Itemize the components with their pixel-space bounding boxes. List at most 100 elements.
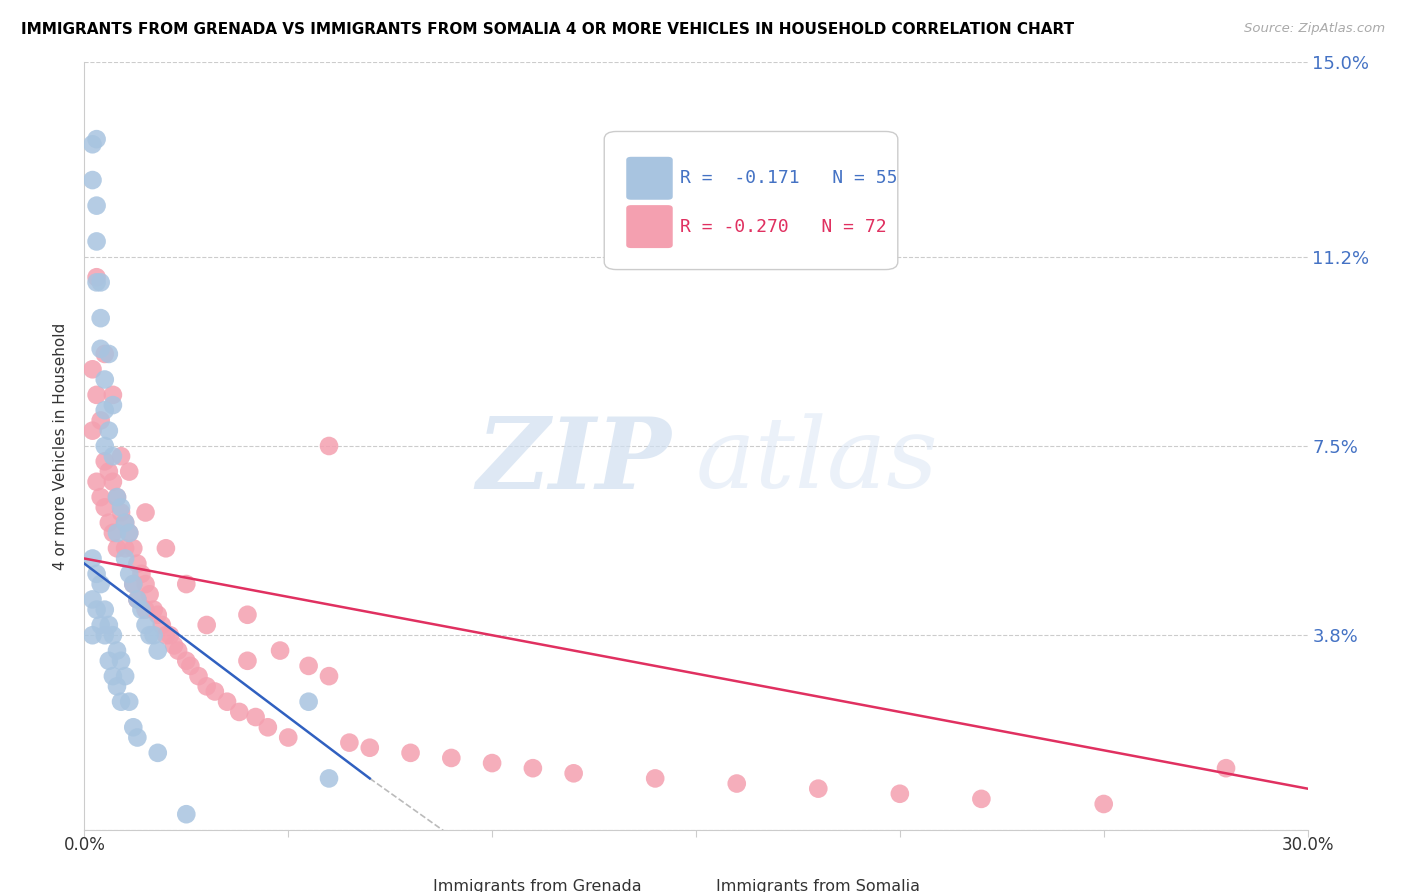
Point [97,424,120,438]
Point [522,761,544,775]
Point [195,618,218,632]
Point [725,776,748,790]
Point [644,772,666,786]
Point [101,398,124,412]
Text: 0.0%: 0.0% [63,836,105,854]
Text: R = -0.270   N = 72: R = -0.270 N = 72 [681,218,887,235]
Point [90,490,112,504]
Point [93,372,115,386]
Point [179,659,201,673]
Point [97,654,120,668]
Point [105,525,128,540]
Point [298,695,321,709]
Point [1092,797,1115,811]
Point [118,695,141,709]
Point [339,736,361,750]
Point [122,577,145,591]
Point [195,679,218,693]
Point [440,751,463,765]
Point [135,577,157,591]
Point [970,792,993,806]
Point [481,756,503,770]
Point [114,516,136,530]
Point [97,516,120,530]
Point [110,449,132,463]
Point [1215,761,1237,775]
Point [101,525,124,540]
Point [105,541,128,556]
Point [399,746,422,760]
Text: atlas: atlas [696,414,939,509]
Point [114,541,136,556]
FancyBboxPatch shape [440,860,486,892]
Point [142,602,165,616]
Point [127,731,149,745]
Point [86,602,108,616]
Point [114,669,136,683]
Point [118,566,141,581]
Point [82,362,104,376]
Point [101,669,124,683]
Point [269,643,291,657]
FancyBboxPatch shape [605,131,898,269]
Text: R =  -0.171   N = 55: R = -0.171 N = 55 [681,169,897,187]
Point [101,449,124,463]
Point [90,342,112,356]
Text: Immigrants from Grenada: Immigrants from Grenada [433,880,641,892]
Point [174,654,197,668]
Point [159,628,181,642]
Point [90,618,112,632]
Point [110,506,132,520]
Point [82,173,104,187]
Point [127,592,149,607]
Point [163,639,186,653]
Point [90,311,112,326]
Point [318,772,340,786]
Point [86,270,108,285]
Text: ZIP: ZIP [477,413,672,509]
Point [146,746,169,760]
Point [155,628,177,642]
Point [105,643,128,657]
Point [146,607,169,622]
Point [86,475,108,489]
Point [114,516,136,530]
Point [236,654,259,668]
FancyBboxPatch shape [721,860,768,892]
Point [277,731,299,745]
Point [82,628,104,642]
Point [135,602,157,616]
Point [82,137,104,152]
Point [167,643,190,657]
Point [236,607,259,622]
Point [228,705,250,719]
Point [118,465,141,479]
Point [118,525,141,540]
Point [82,592,104,607]
Text: IMMIGRANTS FROM GRENADA VS IMMIGRANTS FROM SOMALIA 4 OR MORE VEHICLES IN HOUSEHO: IMMIGRANTS FROM GRENADA VS IMMIGRANTS FR… [21,22,1074,37]
Text: Source: ZipAtlas.com: Source: ZipAtlas.com [1244,22,1385,36]
Text: 30.0%: 30.0% [1281,836,1334,854]
Point [114,551,136,566]
Point [146,643,169,657]
Point [82,551,104,566]
Point [318,669,340,683]
Point [93,602,115,616]
Point [86,388,108,402]
Point [142,628,165,642]
Point [135,618,157,632]
Point [889,787,911,801]
Point [93,454,115,468]
Point [204,684,226,698]
Point [257,720,280,734]
Point [93,403,115,417]
Point [90,413,112,427]
Point [110,695,132,709]
Point [187,669,209,683]
Point [174,577,197,591]
Point [122,720,145,734]
Point [105,490,128,504]
Point [101,388,124,402]
Y-axis label: 4 or more Vehicles in Household: 4 or more Vehicles in Household [53,322,69,570]
Point [97,618,120,632]
